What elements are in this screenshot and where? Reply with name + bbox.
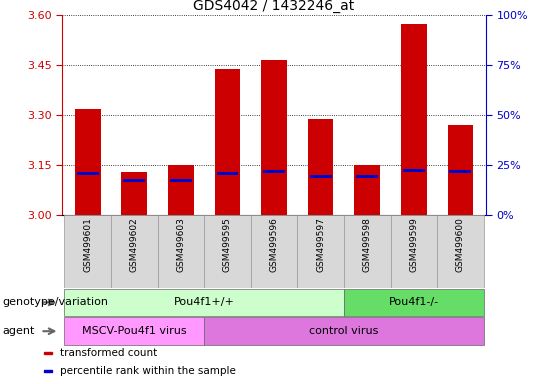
Text: transformed count: transformed count: [60, 348, 157, 358]
Bar: [437, 215, 484, 288]
Text: GSM499596: GSM499596: [269, 217, 279, 272]
Text: genotype/variation: genotype/variation: [3, 297, 109, 308]
Text: Pou4f1-/-: Pou4f1-/-: [389, 297, 439, 308]
Bar: [310, 175, 332, 178]
Bar: [401, 24, 427, 215]
Bar: [298, 215, 344, 288]
Bar: [111, 215, 158, 288]
Bar: [261, 60, 287, 215]
Bar: [449, 170, 471, 173]
Bar: [75, 109, 100, 215]
Bar: [217, 172, 238, 175]
Text: control virus: control virus: [309, 326, 379, 336]
Bar: [44, 352, 52, 354]
Bar: [64, 289, 344, 316]
Text: GSM499600: GSM499600: [456, 217, 465, 272]
Text: GSM499598: GSM499598: [363, 217, 372, 272]
Bar: [354, 165, 380, 215]
Bar: [263, 170, 285, 173]
Text: percentile rank within the sample: percentile rank within the sample: [60, 366, 236, 376]
Bar: [204, 317, 484, 345]
Bar: [77, 172, 99, 175]
Bar: [64, 317, 204, 345]
Bar: [64, 215, 111, 288]
Text: GSM499595: GSM499595: [223, 217, 232, 272]
Text: GSM499602: GSM499602: [130, 217, 139, 272]
Bar: [251, 215, 298, 288]
Bar: [448, 125, 473, 215]
Bar: [344, 289, 484, 316]
Text: GSM499603: GSM499603: [177, 217, 185, 272]
Bar: [403, 169, 424, 172]
Bar: [344, 215, 390, 288]
Bar: [390, 215, 437, 288]
Bar: [204, 215, 251, 288]
Bar: [158, 215, 204, 288]
Bar: [356, 175, 378, 178]
Bar: [215, 69, 240, 215]
Text: MSCV-Pou4f1 virus: MSCV-Pou4f1 virus: [82, 326, 187, 336]
Bar: [170, 179, 192, 182]
Bar: [124, 179, 145, 182]
Text: GSM499597: GSM499597: [316, 217, 325, 272]
Text: agent: agent: [3, 326, 35, 336]
Title: GDS4042 / 1432246_at: GDS4042 / 1432246_at: [193, 0, 355, 13]
Text: GSM499601: GSM499601: [83, 217, 92, 272]
Bar: [44, 370, 52, 372]
Text: GSM499599: GSM499599: [409, 217, 418, 272]
Bar: [308, 119, 333, 215]
Bar: [122, 172, 147, 215]
Text: Pou4f1+/+: Pou4f1+/+: [174, 297, 234, 308]
Bar: [168, 165, 194, 215]
